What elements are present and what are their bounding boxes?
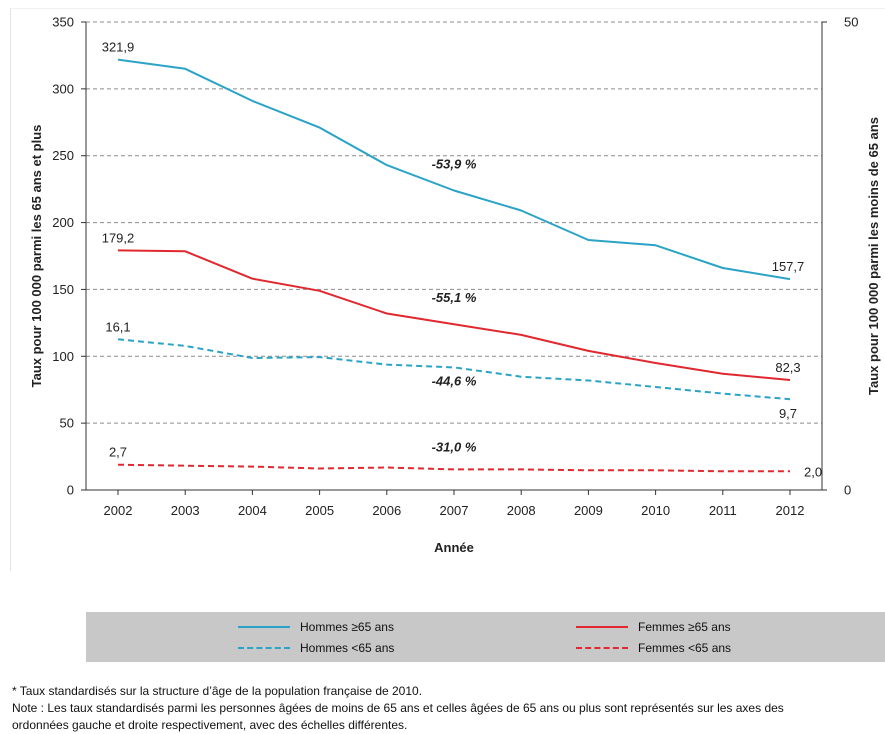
legend-item-hommes-65-plus: Hommes ≥65 ans [238,620,394,634]
legend-item-femmes-65-plus: Femmes ≥65 ans [576,620,731,634]
series-line-2 [117,338,791,401]
x-tick-label: 2009 [574,503,603,518]
y-tick-label-left: 350 [52,15,74,30]
change-label: -44,6 % [432,373,477,388]
legend-swatch-solid-red [576,626,628,628]
y-tick-label-left: 100 [52,349,74,364]
start-value-label: 321,9 [102,40,135,55]
series-line-1 [117,249,791,381]
footnote-line: * Taux standardisés sur la structure d’â… [12,684,423,698]
x-tick-label: 2003 [171,503,200,518]
change-label: -31,0 % [432,439,477,454]
y-tick-label-left: 250 [52,148,74,163]
x-tick-label: 2006 [372,503,401,518]
y-tick-label-right: 0 [844,483,851,498]
change-label: -53,9 % [432,156,477,171]
change-label: -55,1 % [432,290,477,305]
y-tick-label-left: 50 [60,416,74,431]
end-value-label: 2,0 [804,464,822,479]
footnote-line: Note : Les taux standardisés parmi les p… [12,701,784,715]
y-axis-title-left: Taux pour 100 000 parmi les 65 ans et pl… [29,125,44,388]
legend-swatch-solid-blue [238,626,290,628]
x-tick-label: 2005 [305,503,334,518]
y-axis-title-right: Taux pour 100 000 parmi les moins de 65 … [866,117,881,395]
x-tick-label: 2007 [440,503,469,518]
y-tick-label-right: 50 [844,15,858,30]
end-value-label: 82,3 [775,360,800,375]
legend-label: Hommes <65 ans [300,641,395,655]
legend-label: Hommes ≥65 ans [300,620,394,634]
x-tick-label: 2002 [104,503,133,518]
start-value-label: 179,2 [102,230,135,245]
footnote-line: ordonnées gauche et droite respectivemen… [12,718,408,732]
start-value-label: 2,7 [109,445,127,460]
legend-swatch-dashed-red [576,647,628,649]
line-chart: 0 50 100 150 200 250 300 350 0 50 2002 2003 2004 2005… [29,15,881,556]
y-tick-label-left: 300 [52,81,74,96]
end-value-label: 9,7 [779,406,797,421]
x-tick-label: 2012 [776,503,805,518]
legend: Hommes ≥65 ans Femmes ≥65 ans Hommes <65… [86,612,885,662]
legend-item-femmes-under-65: Femmes <65 ans [576,641,731,655]
x-tick-label: 2008 [507,503,536,518]
y-tick-label-left: 150 [52,282,74,297]
x-tick-label: 2010 [641,503,670,518]
y-tick-label-left: 200 [52,215,74,230]
chart-frame [10,8,885,571]
x-tick-label: 2011 [709,503,737,518]
series-line-0 [117,58,791,281]
legend-item-hommes-under-65: Hommes <65 ans [238,641,394,655]
end-value-label: 157,7 [772,259,805,274]
legend-label: Femmes ≥65 ans [638,620,731,634]
y-tick-label-left: 0 [67,483,74,498]
legend-label: Femmes <65 ans [638,641,732,655]
legend-swatch-dashed-blue [238,647,290,649]
start-value-label: 16,1 [105,319,130,334]
series-line-3 [117,463,790,473]
x-axis-title: Année [434,540,474,555]
footnotes: * Taux standardisés sur la structure d’â… [12,683,882,734]
x-tick-label: 2004 [238,503,267,518]
